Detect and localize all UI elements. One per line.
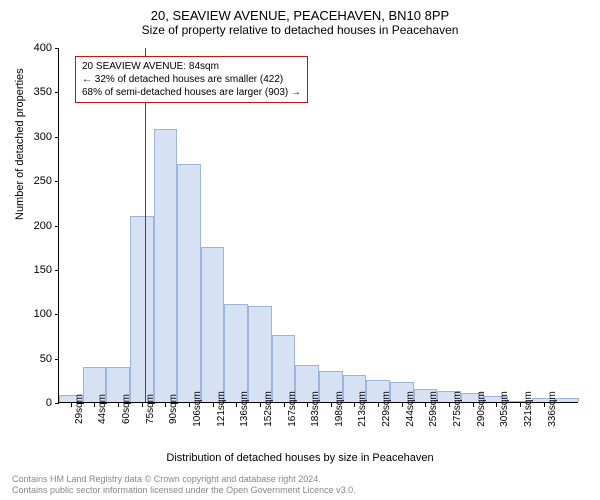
y-tick-label: 250 bbox=[22, 175, 52, 187]
y-tick-label: 350 bbox=[22, 86, 52, 98]
x-tick-label: 167sqm bbox=[287, 391, 298, 427]
histogram-bar bbox=[154, 129, 178, 402]
x-tick-label: 183sqm bbox=[310, 391, 321, 427]
y-tick-label: 100 bbox=[22, 308, 52, 320]
plot-region: 05010015020025030035040029sqm44sqm60sqm7… bbox=[58, 48, 578, 403]
x-axis-label: Distribution of detached houses by size … bbox=[0, 452, 600, 464]
x-tick-label: 198sqm bbox=[334, 391, 345, 427]
x-tick-label: 29sqm bbox=[74, 394, 85, 424]
y-tick-label: 150 bbox=[22, 264, 52, 276]
y-tick-label: 0 bbox=[22, 397, 52, 409]
chart-container: 20, SEAVIEW AVENUE, PEACEHAVEN, BN10 8PP… bbox=[0, 0, 600, 500]
x-tick-label: 321sqm bbox=[523, 391, 534, 427]
x-tick-label: 106sqm bbox=[192, 391, 203, 427]
x-tick-label: 44sqm bbox=[97, 394, 108, 424]
annotation-line-3: 68% of semi-detached houses are larger (… bbox=[82, 86, 301, 99]
chart-plot-area: 05010015020025030035040029sqm44sqm60sqm7… bbox=[58, 48, 578, 403]
annotation-line-1: 20 SEAVIEW AVENUE: 84sqm bbox=[82, 60, 301, 73]
x-tick-label: 305sqm bbox=[499, 391, 510, 427]
x-tick-label: 152sqm bbox=[263, 391, 274, 427]
histogram-bar bbox=[201, 247, 225, 402]
x-tick-label: 275sqm bbox=[452, 391, 463, 427]
histogram-bar bbox=[224, 304, 248, 402]
chart-subtitle: Size of property relative to detached ho… bbox=[12, 23, 588, 37]
histogram-bar bbox=[248, 306, 272, 402]
footer-line-1: Contains HM Land Registry data © Crown c… bbox=[12, 474, 356, 485]
x-tick-label: 229sqm bbox=[381, 391, 392, 427]
x-tick-label: 121sqm bbox=[216, 391, 227, 427]
x-tick-label: 244sqm bbox=[405, 391, 416, 427]
x-tick-label: 336sqm bbox=[547, 391, 558, 427]
histogram-bar bbox=[555, 398, 579, 402]
footer-line-2: Contains public sector information licen… bbox=[12, 485, 356, 496]
x-tick-label: 60sqm bbox=[121, 394, 132, 424]
footer-attribution: Contains HM Land Registry data © Crown c… bbox=[12, 474, 356, 496]
x-tick-label: 90sqm bbox=[168, 394, 179, 424]
histogram-bar bbox=[130, 216, 154, 402]
chart-title: 20, SEAVIEW AVENUE, PEACEHAVEN, BN10 8PP bbox=[12, 8, 588, 23]
y-tick-label: 200 bbox=[22, 220, 52, 232]
annotation-box: 20 SEAVIEW AVENUE: 84sqm← 32% of detache… bbox=[75, 56, 308, 103]
annotation-line-2: ← 32% of detached houses are smaller (42… bbox=[82, 73, 301, 86]
x-tick-label: 259sqm bbox=[428, 391, 439, 427]
x-tick-label: 75sqm bbox=[145, 394, 156, 424]
x-tick-label: 136sqm bbox=[239, 391, 250, 427]
x-tick-label: 213sqm bbox=[357, 391, 368, 427]
y-tick-label: 400 bbox=[22, 42, 52, 54]
histogram-bar bbox=[177, 164, 201, 402]
y-tick-label: 300 bbox=[22, 131, 52, 143]
y-tick-label: 50 bbox=[22, 353, 52, 365]
x-tick-label: 290sqm bbox=[476, 391, 487, 427]
